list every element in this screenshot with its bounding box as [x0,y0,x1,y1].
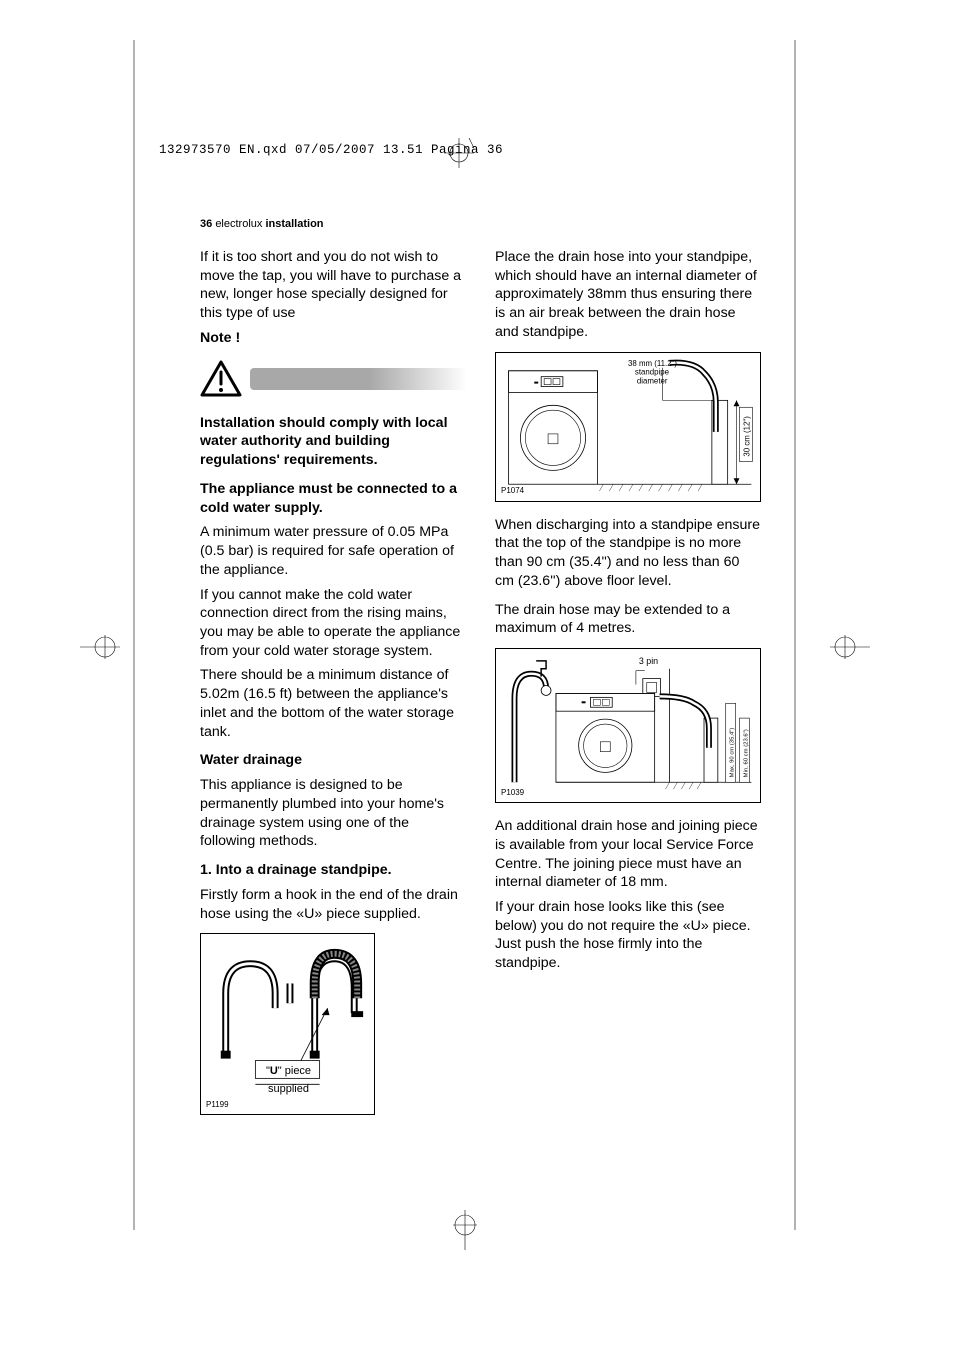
brand-name: electrolux [215,218,262,230]
gradient-bar [250,368,467,390]
page-content: 36 electrolux installation If it is too … [200,218,762,1129]
left-column: If it is too short and you do not wish t… [200,248,467,1129]
figure-standpipe-dim: 38 mm (11.2") standpipe diameter 30 cm (… [495,352,761,502]
para-plumbed: This appliance is designed to be permane… [200,776,467,851]
dim-38mm-b: standpipe [635,367,670,376]
crop-left-center [80,632,130,662]
heading-standpipe: 1. Into a drainage standpipe. [200,861,467,880]
para-pressure: A minimum water pressure of 0.05 MPa (0.… [200,523,467,579]
para-additional-hose: An additional drain hose and joining pie… [495,817,762,892]
pin-label: 3 pin [639,656,658,666]
crop-line-left [129,40,149,1230]
figure-standpipe-svg: 38 mm (11.2") standpipe diameter 30 cm (… [496,353,760,501]
dim-max: Max. 90 cm (35.4") [730,728,736,778]
heading-water-drainage: Water drainage [200,751,467,770]
para-u-piece: Firstly form a hook in the end of the dr… [200,886,467,923]
figure-full-install: 3 pin [495,648,761,803]
para-extend: The drain hose may be extended to a maxi… [495,601,762,638]
u-piece-label: "U" piece [261,1064,316,1079]
fig3-code: P1039 [501,788,524,799]
dim-30cm: 30 cm (12") [742,415,751,456]
figure-u-piece: "U" piece supplied P1199 [200,933,375,1115]
figure-full-install-svg: 3 pin [496,649,760,802]
q2: " piece [278,1065,311,1077]
running-head: 36 electrolux installation [200,218,762,230]
crop-bottom-center [450,1200,480,1250]
page-number: 36 [200,218,212,230]
crop-right-center [820,632,870,662]
bold-cold-water: The appliance must be connected to a col… [200,480,467,517]
fig2-code: P1074 [501,486,524,497]
para-hose-short: If it is too short and you do not wish t… [200,248,467,323]
dim-min: Min. 60 cm (23.6") [743,729,749,777]
para-discharge: When discharging into a standpipe ensure… [495,516,762,591]
header-crop-icon [444,138,474,168]
crop-line-right [790,40,810,1230]
dim-38mm-a: 38 mm (11.2") [628,358,677,367]
supplied-label: supplied [261,1082,316,1097]
para-no-u-piece: If your drain hose looks like this (see … [495,898,762,973]
para-place-hose: Place the drain hose into your standpipe… [495,248,762,342]
warning-bar [200,360,467,398]
section-name: installation [265,218,323,230]
dim-38mm-c: diameter [637,376,668,385]
para-min-distance: There should be a minimum distance of 5.… [200,666,467,741]
para-rising-mains: If you cannot make the cold water connec… [200,586,467,661]
bold-compliance: Installation should comply with local wa… [200,414,467,470]
u-letter: U [270,1065,278,1077]
warning-triangle-icon [200,360,242,398]
fig1-code: P1199 [206,1100,229,1111]
right-column: Place the drain hose into your standpipe… [495,248,762,1129]
note-heading: Note ! [200,329,467,348]
